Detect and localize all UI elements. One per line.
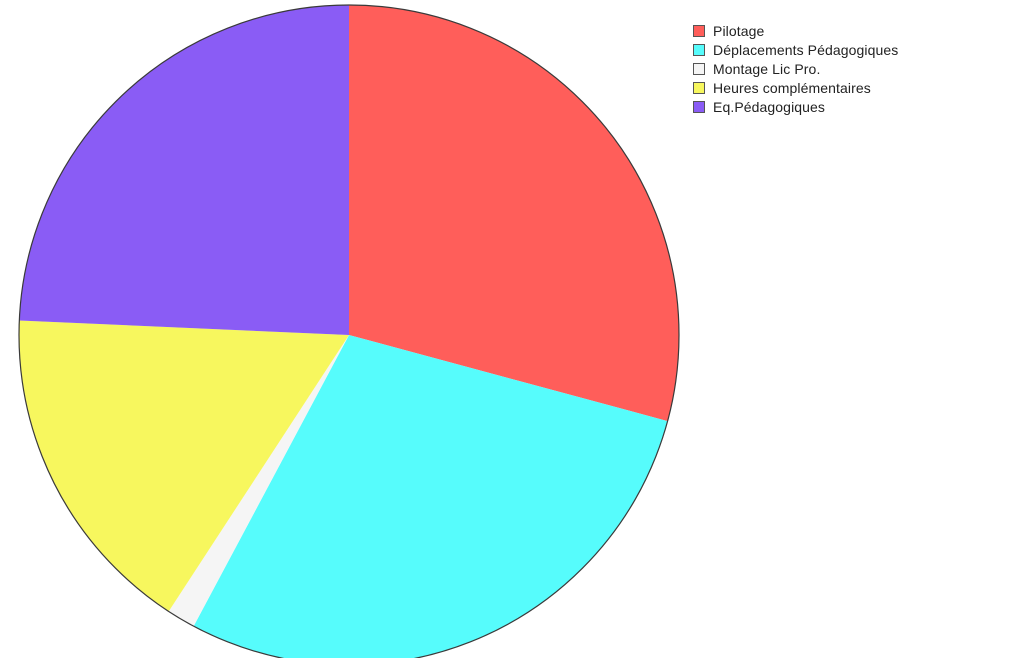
- pie-slice-pilotage: [349, 5, 680, 422]
- chart-legend: Pilotage Déplacements Pédagogiques Monta…: [693, 21, 898, 116]
- legend-item-deplacements-pedagogiques: Déplacements Pédagogiques: [693, 40, 898, 59]
- legend-item-heures-complementaires: Heures complémentaires: [693, 78, 898, 97]
- pie-slice-heures-complementaires: [19, 320, 349, 612]
- legend-swatch-deplacements-pedagogiques: [693, 43, 705, 56]
- legend-label-deplacements-pedagogiques: Déplacements Pédagogiques: [713, 41, 899, 58]
- legend-swatch-eq-pedagogiques: [693, 100, 705, 113]
- legend-item-pilotage: Pilotage: [693, 21, 898, 40]
- pie-slice-eq-pedagogiques: [19, 5, 349, 335]
- pie-slice-montage-lic-pro: [168, 335, 349, 627]
- legend-swatch-pilotage: [693, 24, 705, 37]
- pie-outline: [18, 4, 680, 658]
- legend-swatch-heures-complementaires: [693, 81, 705, 94]
- legend-item-montage-lic-pro: Montage Lic Pro.: [693, 59, 898, 78]
- legend-label-pilotage: Pilotage: [713, 22, 765, 39]
- legend-swatch-montage-lic-pro: [693, 62, 705, 75]
- pie-slice-deplacements-pedagogiques: [193, 335, 668, 658]
- legend-item-eq-pedagogiques: Eq.Pédagogiques: [693, 97, 898, 116]
- legend-label-eq-pedagogiques: Eq.Pédagogiques: [713, 98, 826, 115]
- legend-label-heures-complementaires: Heures complémentaires: [713, 79, 871, 96]
- legend-label-montage-lic-pro: Montage Lic Pro.: [713, 60, 821, 77]
